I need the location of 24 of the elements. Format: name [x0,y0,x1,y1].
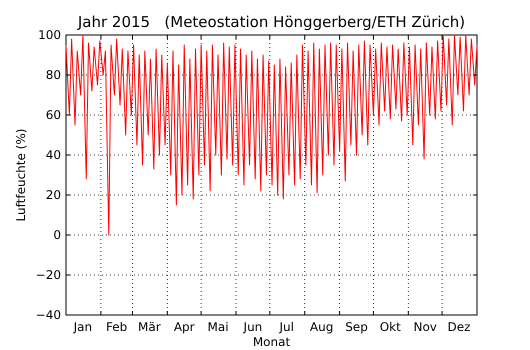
chart-title: Jahr 2015 (Meteostation Hönggerberg/ETH Zürich) [76,13,466,31]
y-tick-label: 80 [46,68,61,82]
x-axis-title: Monat [252,335,290,349]
x-tick-label: Mär [138,320,161,334]
y-tick-label: 40 [46,148,61,162]
x-tick-label: Sep [345,320,368,334]
x-tick-label: Jan [72,320,92,334]
x-tick-label: Apr [174,320,195,334]
y-tick-label: 20 [46,188,61,202]
y-tick-label: 60 [46,108,61,122]
x-tick-label: Mai [207,320,229,334]
x-tick-label: Aug [310,320,334,334]
x-tick-label: Dez [448,320,470,334]
x-tick-label: Okt [380,320,402,334]
y-tick-label: −20 [36,268,61,282]
y-tick-label: 100 [38,28,61,42]
line-series [66,34,478,236]
x-tick-label: Jun [242,320,262,334]
x-tick-label: Feb [106,320,128,334]
y-tick-label: −40 [36,308,61,322]
y-axis-title: Luftfeuchte (%) [14,128,28,222]
x-tick-label: Nov [413,320,437,334]
y-tick-label: 0 [53,228,61,242]
x-tick-label: Jul [278,320,294,334]
